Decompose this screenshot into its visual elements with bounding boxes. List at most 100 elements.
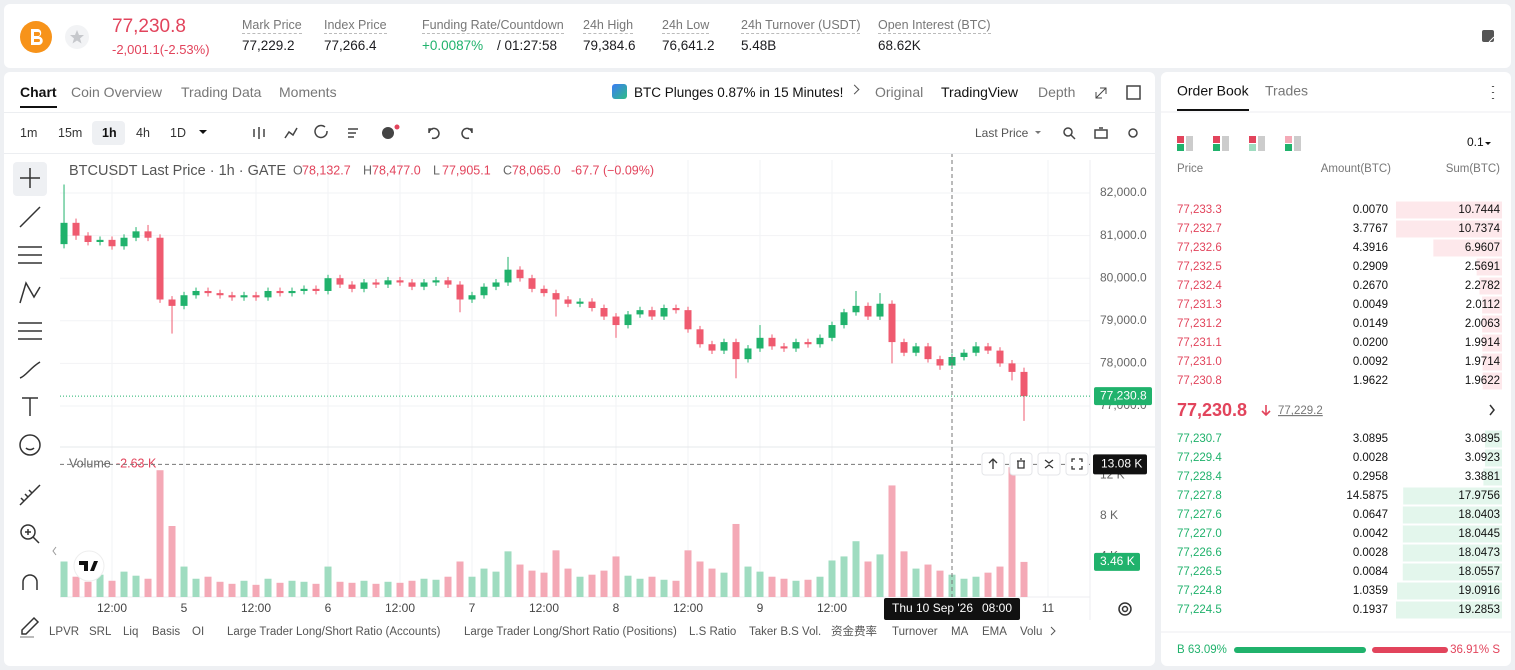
interval-selected (92, 121, 125, 145)
view-mode[interactable] (1186, 136, 1193, 151)
view-mode[interactable] (1249, 136, 1256, 143)
drawing-tool[interactable] (22, 574, 38, 590)
indicator-tab[interactable]: EMA (982, 626, 1007, 638)
view-mode[interactable] (1222, 136, 1229, 151)
tab[interactable]: Moments (279, 84, 337, 100)
favorite-star[interactable] (64, 24, 90, 50)
candle-body (432, 280, 440, 283)
toolbar-icon[interactable] (1094, 127, 1108, 139)
precision[interactable]: 0.1 (1467, 135, 1484, 149)
book-price[interactable]: 77,232.6 (1177, 242, 1222, 254)
indicator-tab[interactable]: Turnover (892, 626, 938, 638)
view-mode[interactable] (1285, 136, 1292, 143)
view-tab[interactable]: Original (875, 84, 924, 100)
drawing-tool[interactable] (19, 484, 41, 506)
news[interactable]: BTC Plunges 0.87% in 15 Minutes! (634, 85, 844, 100)
interval[interactable]: 1D (170, 126, 186, 140)
book-price[interactable]: 77,233.3 (1177, 204, 1222, 216)
candle-body (552, 293, 560, 300)
book-price[interactable]: 77,230.8 (1177, 375, 1222, 387)
indicator-tab[interactable]: 资金费率 (831, 624, 877, 638)
window-icon[interactable] (1126, 85, 1141, 100)
book-price[interactable]: 77,230.7 (1177, 433, 1222, 445)
interval[interactable]: 1m (20, 126, 38, 140)
indicator-tab[interactable]: MA (951, 626, 969, 638)
view-mode[interactable] (1294, 136, 1301, 151)
book-price[interactable]: 77,231.2 (1177, 318, 1222, 330)
notes-icon[interactable] (1480, 28, 1496, 44)
toolbar-icon[interactable] (314, 124, 328, 139)
drawing-tool[interactable] (20, 524, 40, 544)
view-mode[interactable] (1249, 144, 1256, 151)
drawing-tool[interactable] (22, 397, 38, 416)
toolbar-icon[interactable] (348, 128, 358, 138)
view-mode[interactable] (1258, 136, 1265, 151)
drawing-tool[interactable] (18, 322, 42, 340)
toolbar-icon[interactable] (461, 127, 473, 140)
indicator-tab[interactable]: OI (192, 626, 204, 638)
view-mode[interactable] (1177, 136, 1184, 143)
book-price[interactable]: 77,227.8 (1177, 490, 1222, 502)
indicator-tab[interactable]: Taker B.S Vol. (749, 626, 821, 638)
indicator-tab[interactable]: Volu (1020, 626, 1042, 638)
view-mode[interactable] (1213, 144, 1220, 151)
drawing-tool[interactable] (19, 361, 41, 379)
view-tab[interactable]: TradingView (941, 84, 1019, 100)
book-price[interactable]: 77,231.0 (1177, 356, 1222, 368)
indicator-tab[interactable]: Basis (152, 626, 180, 638)
toolbar-icon[interactable] (428, 127, 440, 140)
pane-button[interactable] (1065, 452, 1089, 476)
drawing-tool[interactable] (18, 246, 42, 264)
interval[interactable]: 15m (58, 126, 83, 140)
book-price[interactable]: 77,229.4 (1177, 452, 1222, 464)
order-book-tab[interactable]: Trades (1265, 83, 1308, 99)
view-mode[interactable] (1213, 136, 1220, 143)
toolbar-icon[interactable] (382, 127, 394, 139)
price-type[interactable]: Last Price (975, 126, 1029, 140)
toolbar-icon[interactable] (1063, 127, 1076, 140)
book-price[interactable]: 77,232.5 (1177, 261, 1222, 273)
book-price[interactable]: 77,232.7 (1177, 223, 1222, 235)
book-price[interactable]: 77,227.0 (1177, 528, 1222, 540)
book-price[interactable]: 77,232.4 (1177, 280, 1222, 292)
drawing-tool[interactable] (19, 434, 41, 456)
indicator-tab[interactable]: LPVR (49, 626, 79, 638)
view-tab[interactable]: Depth (1038, 84, 1076, 100)
view-mode[interactable] (1285, 144, 1292, 151)
order-book-tab[interactable]: Order Book (1177, 83, 1250, 99)
settings-icon[interactable] (1118, 602, 1132, 616)
drawing-tool[interactable] (19, 281, 41, 304)
indicator-tab[interactable]: SRL (89, 626, 112, 638)
tab[interactable]: Coin Overview (71, 84, 163, 100)
interval[interactable]: 1h (102, 126, 117, 140)
mid-arrow[interactable] (1489, 404, 1495, 416)
book-price[interactable]: 77,226.6 (1177, 547, 1222, 559)
indicator-tab[interactable]: Liq (123, 626, 138, 638)
book-price[interactable]: 77,224.8 (1177, 585, 1222, 597)
book-price[interactable]: 77,227.6 (1177, 509, 1222, 521)
tab[interactable]: Chart (20, 84, 57, 108)
drawing-tool[interactable] (21, 616, 40, 635)
toolbar-icon[interactable] (1128, 128, 1138, 138)
toolbar-icon[interactable] (253, 127, 265, 139)
book-price[interactable]: 77,231.1 (1177, 337, 1222, 349)
candle-body (660, 308, 668, 317)
pane-button[interactable] (1037, 452, 1061, 476)
book-price[interactable]: 77,224.5 (1177, 604, 1222, 616)
indicator-tab[interactable]: Large Trader Long/Short Ratio (Accounts) (227, 626, 441, 638)
indicator-tab[interactable]: L.S Ratio (689, 626, 736, 638)
pane-button[interactable] (1009, 452, 1033, 476)
collapse-arrow[interactable] (52, 546, 57, 556)
expand-icon[interactable] (1095, 87, 1107, 99)
book-price[interactable]: 77,228.4 (1177, 471, 1222, 483)
tab[interactable]: Trading Data (181, 84, 262, 100)
indicator-tab[interactable]: Large Trader Long/Short Ratio (Positions… (464, 626, 677, 638)
interval[interactable]: 4h (136, 126, 150, 140)
book-price[interactable]: 77,231.3 (1177, 299, 1222, 311)
book-price[interactable]: 77,226.5 (1177, 566, 1222, 578)
indicator-more[interactable] (1050, 626, 1056, 636)
view-mode[interactable] (1177, 144, 1184, 151)
drawing-tool[interactable] (20, 168, 40, 188)
toolbar-icon[interactable] (284, 127, 298, 139)
drawing-tool[interactable] (19, 206, 41, 228)
